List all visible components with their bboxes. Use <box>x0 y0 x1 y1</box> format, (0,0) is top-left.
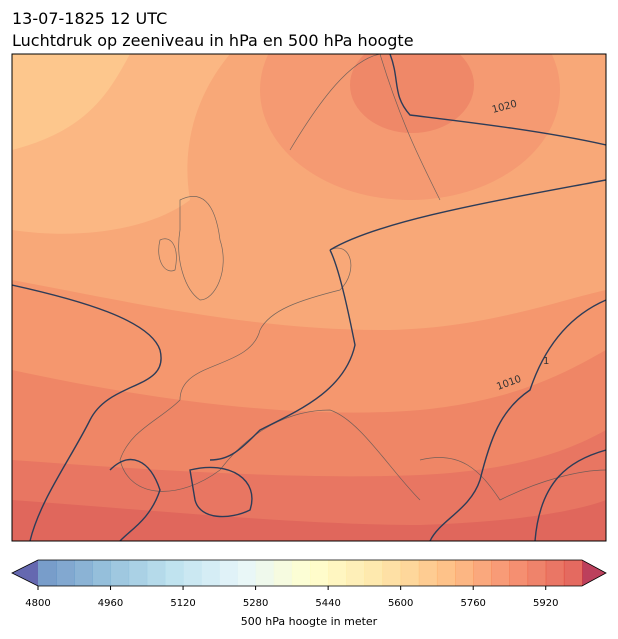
colorbar-cell <box>364 560 384 586</box>
colorbar-cell <box>509 560 529 586</box>
map-frame <box>11 53 607 542</box>
colorbar-cell <box>328 560 347 586</box>
colorbar-frame <box>11 559 607 587</box>
colorbar-cell <box>527 560 547 586</box>
colorbar-cell <box>128 560 148 586</box>
colorbar-cell <box>201 560 220 586</box>
colorbar-cell <box>110 560 130 586</box>
colorbar-tick-label: 4960 <box>98 598 123 609</box>
colorbar-cell <box>310 560 329 586</box>
colorbar-tick-label: 5120 <box>170 598 195 609</box>
colorbar-tick-label: 5920 <box>533 598 558 609</box>
colorbar-cell <box>382 560 402 586</box>
colorbar-cell <box>436 560 456 586</box>
colorbar: 4800 4960 5120 5280 5440 5600 5760 5920 500 hPa … <box>11 559 607 628</box>
colorbar-extend <box>582 560 606 586</box>
colorbar-cell <box>273 560 293 586</box>
map <box>12 54 606 541</box>
colorbar-cell <box>219 560 238 586</box>
colorbar-cell <box>183 560 202 586</box>
colorbar-tick-label: 5600 <box>388 598 413 609</box>
colorbar-cell <box>400 560 420 586</box>
colorbar-cell <box>164 560 184 586</box>
colorbar-cell <box>255 560 275 586</box>
colorbar-label: 500 hPa hoogte in meter <box>241 615 378 628</box>
colorbar-cell <box>473 560 492 586</box>
colorbar-cell <box>418 560 438 586</box>
colorbar-extend <box>12 560 38 586</box>
colorbar-cell <box>56 560 75 586</box>
colorbar-cell <box>74 560 93 586</box>
contour-label: 1 <box>543 356 549 367</box>
subtitle: Luchtdruk op zeeniveau in hPa en 500 hPa… <box>12 31 414 50</box>
colorbar-cell <box>491 560 510 586</box>
colorbar-tick-label: 5440 <box>315 598 340 609</box>
colorbar-cell <box>455 560 474 586</box>
colorbar-cell <box>563 560 583 586</box>
colorbar-cell <box>237 560 257 586</box>
colorbar-cell <box>92 560 112 586</box>
colorbar-cell <box>545 560 565 586</box>
colorbar-tick-label: 5280 <box>243 598 268 609</box>
colorbar-cell <box>291 560 311 586</box>
colorbar-cell <box>146 560 166 586</box>
colorbar-tick-label: 4800 <box>25 598 50 609</box>
title: 13-07-1825 12 UTC <box>12 9 167 28</box>
colorbar-tick-label: 5760 <box>460 598 485 609</box>
colorbar-cell <box>38 560 57 586</box>
colorbar-cell <box>346 560 365 586</box>
